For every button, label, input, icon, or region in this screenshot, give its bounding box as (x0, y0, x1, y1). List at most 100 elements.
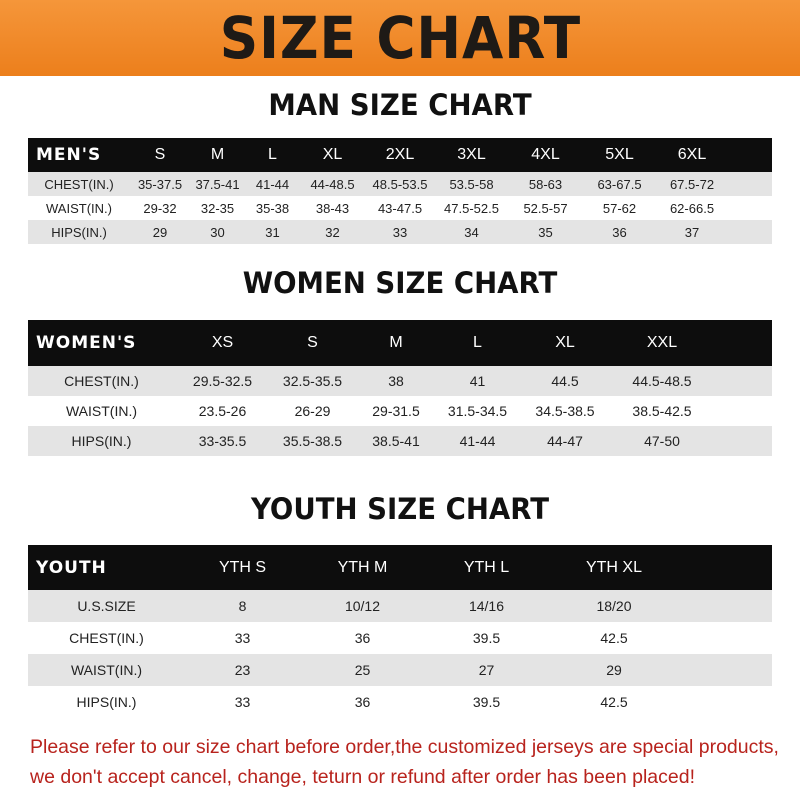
row-filler (728, 172, 772, 196)
row-filler (712, 366, 772, 396)
size-header: 2XL (385, 146, 415, 163)
table-cell: 23.5-26 (198, 403, 247, 419)
size-header: S (307, 334, 318, 351)
youth-size-table: YOUTH YTH S YTH M YTH L YTH XL U.S.SIZE 8 10/12… (28, 545, 772, 718)
row-filler (680, 686, 772, 718)
table-cell: 43-47.5 (377, 200, 423, 216)
row-filler (712, 396, 772, 426)
size-header: M (389, 334, 403, 351)
row-filler (712, 426, 772, 456)
table-cell: 36 (612, 224, 627, 240)
row-label: CHEST(IN.) (69, 630, 144, 646)
table-cell: 44.5 (551, 373, 579, 389)
table-cell: 31 (265, 224, 280, 240)
table-cell: 44.5-48.5 (632, 373, 692, 389)
size-header: 4XL (531, 146, 560, 163)
table-row: CHEST(IN.) 33 36 39.5 42.5 (28, 622, 772, 654)
table-cell: 32.5-35.5 (282, 373, 343, 389)
youth-section-title: YOUTH SIZE CHART (250, 492, 550, 526)
header-filler (680, 545, 772, 590)
table-cell: 57-62 (602, 200, 637, 216)
table-row: HIPS(IN.) 33 36 39.5 42.5 (28, 686, 772, 718)
size-header: 6XL (677, 146, 707, 163)
size-header: XL (322, 146, 343, 163)
table-cell: 31.5-34.5 (447, 403, 508, 419)
table-cell: 52.5-57 (523, 200, 568, 216)
row-filler (680, 590, 772, 622)
row-label: U.S.SIZE (77, 598, 136, 614)
notice-line-1: Please refer to our size chart before or… (30, 736, 779, 758)
table-cell: 41 (469, 373, 486, 389)
women-section-title: WOMEN SIZE CHART (242, 266, 558, 300)
size-header: XS (211, 334, 234, 351)
table-cell: 47.5-52.5 (444, 200, 499, 216)
women-size-table: WOMEN'S XS S M L XL XXL CHEST(IN.) 29.5-32.5 32.5… (28, 320, 772, 456)
table-cell: 8 (238, 598, 247, 614)
table-cell: 29-31.5 (372, 403, 420, 419)
size-header: 5XL (605, 146, 634, 163)
table-cell: 26-29 (294, 403, 331, 419)
table-cell: 35.5-38.5 (282, 433, 343, 449)
row-filler (728, 196, 772, 220)
table-row: WAIST(IN.) 23.5-26 26-29 29-31.5 31.5-34.5 34… (28, 396, 772, 426)
table-cell: 35-37.5 (137, 176, 183, 192)
banner: SIZE CHART (0, 0, 800, 76)
table-cell: 32-35 (200, 200, 235, 216)
row-label: WAIST(IN.) (46, 200, 112, 216)
row-label: HIPS(IN.) (71, 433, 132, 449)
table-cell: 47-50 (644, 433, 680, 449)
table-cell: 23 (234, 662, 251, 678)
table-cell: 41-44 (255, 176, 290, 192)
table-cell: 36 (354, 694, 371, 710)
row-filler (680, 654, 772, 686)
table-cell: 36 (354, 630, 371, 646)
table-cell: 39.5 (472, 630, 501, 646)
row-label: HIPS(IN.) (51, 224, 107, 240)
table-cell: 34.5-38.5 (535, 403, 595, 419)
table-cell: 27 (478, 662, 495, 678)
table-cell: 41-44 (459, 433, 496, 449)
table-row: HIPS(IN.) 33-35.5 35.5-38.5 38.5-41 41-44 44-… (28, 426, 772, 456)
table-cell: 25 (354, 662, 371, 678)
table-row: HIPS(IN.) 29 30 31 32 33 34 35 36 37 (28, 220, 772, 244)
size-header: M (210, 146, 225, 163)
table-cell: 63-67.5 (597, 176, 642, 192)
table-cell: 44-48.5 (310, 176, 355, 192)
table-cell: 35 (538, 224, 553, 240)
men-section-title: MAN SIZE CHART (268, 88, 532, 122)
size-header: L (473, 334, 482, 351)
table-cell: 44-47 (547, 433, 583, 449)
table-cell: 10/12 (344, 598, 381, 614)
table-cell: 38.5-42.5 (632, 403, 692, 419)
row-label: CHEST(IN.) (44, 176, 114, 192)
table-row: CHEST(IN.) 29.5-32.5 32.5-35.5 38 41 44.5 44.5… (28, 366, 772, 396)
size-header: YTH XL (585, 558, 642, 576)
table-cell: 42.5 (600, 630, 628, 646)
table-cell: 29 (152, 224, 168, 240)
table-cell: 30 (210, 224, 225, 240)
header-label: MEN'S (36, 145, 102, 165)
size-header: S (154, 146, 166, 163)
table-cell: 35-38 (255, 200, 290, 216)
table-cell: 53.5-58 (449, 176, 494, 192)
table-cell: 29-32 (143, 200, 177, 216)
table-cell: 33 (234, 630, 251, 646)
row-filler (728, 220, 772, 244)
row-filler (680, 622, 772, 654)
table-cell: 33-35.5 (198, 433, 247, 449)
table-cell: 42.5 (600, 694, 628, 710)
table-row: WAIST(IN.) 29-32 32-35 35-38 38-43 43-47.5 47.… (28, 196, 772, 220)
table-cell: 37 (684, 224, 700, 240)
table-cell: 38-43 (315, 200, 350, 216)
table-cell: 34 (464, 224, 479, 240)
table-row: WAIST(IN.) 23 25 27 29 (28, 654, 772, 686)
header-label: YOUTH (36, 557, 107, 578)
table-cell: 29.5-32.5 (192, 373, 253, 389)
notice-line-2: we don't accept cancel, change, teturn o… (30, 766, 695, 788)
header-row: WOMEN'S XS S M L XL XXL (28, 320, 772, 366)
table-cell: 14/16 (468, 598, 505, 614)
size-header: XL (555, 334, 575, 351)
header-filler (728, 138, 772, 172)
size-header: YTH M (337, 558, 388, 576)
row-label: WAIST(IN.) (65, 403, 138, 419)
